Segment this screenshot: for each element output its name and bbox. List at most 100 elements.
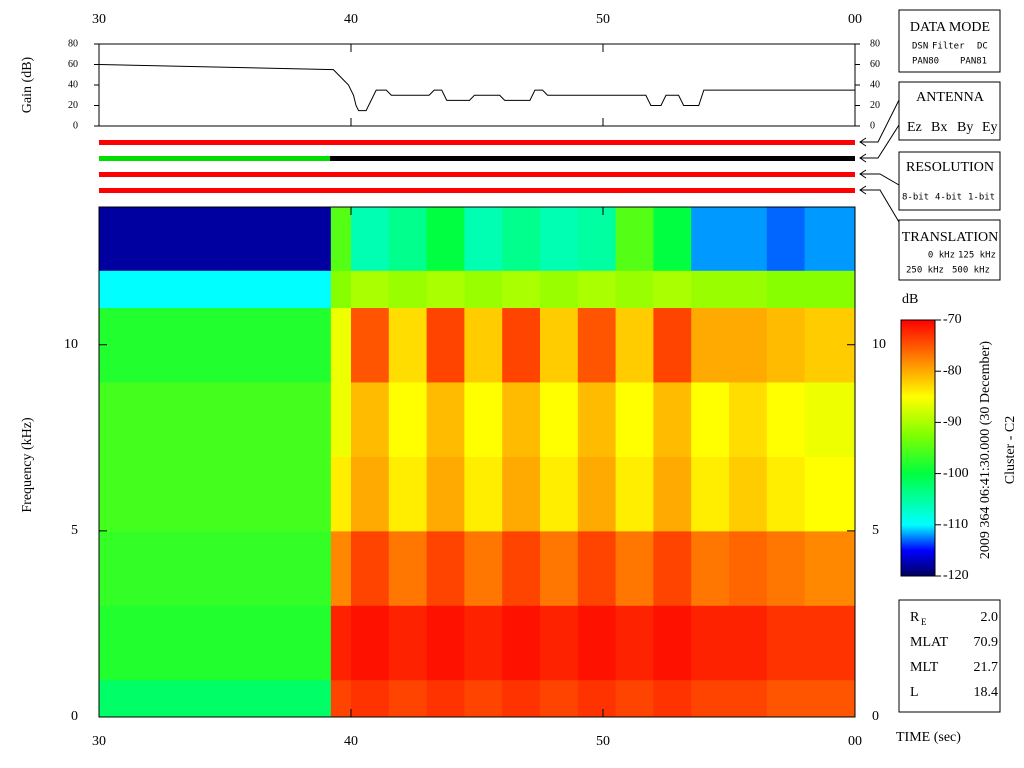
legend-item: 8-bit <box>902 193 929 203</box>
cell <box>766 679 806 718</box>
cell <box>766 270 806 309</box>
ephemeris-box <box>898 599 1001 713</box>
timestamp: 2009 364 06:41:30.000 (30 December) <box>978 341 993 559</box>
cell <box>426 679 465 718</box>
cell <box>388 307 428 383</box>
y-tick-label: 40 <box>870 79 880 90</box>
x-tick-label: 00 <box>848 12 862 27</box>
legend-item: Ez <box>907 120 922 135</box>
cell <box>691 530 730 606</box>
cell <box>729 381 768 457</box>
cell <box>577 679 617 718</box>
ephemeris-label: MLAT <box>910 635 949 650</box>
cell <box>577 530 617 606</box>
cell <box>577 381 617 457</box>
cell <box>804 456 856 532</box>
cell <box>653 605 692 681</box>
cell <box>330 456 352 532</box>
cell <box>330 530 352 606</box>
status-bar <box>99 156 330 161</box>
cell <box>766 381 806 457</box>
cell <box>653 456 692 532</box>
cell <box>464 270 503 309</box>
colorbar-ticks: -70 -80 -90 -100 -110 -120 <box>935 312 969 583</box>
cell <box>615 679 654 718</box>
cell <box>426 605 465 681</box>
cell <box>99 605 226 681</box>
cell <box>225 207 332 271</box>
cell <box>540 207 579 271</box>
legend-item: 500 kHz <box>952 266 990 276</box>
pointers <box>859 99 900 223</box>
cell <box>330 207 352 271</box>
y-tick-label: 60 <box>870 59 880 70</box>
cell <box>225 605 332 681</box>
legend-item: By <box>957 120 973 135</box>
cell <box>225 679 332 718</box>
ephemeris-value: 2.0 <box>981 610 999 625</box>
cell <box>351 605 390 681</box>
cell <box>502 307 541 383</box>
x-tick-label: 50 <box>596 734 610 749</box>
cell <box>426 270 465 309</box>
cell <box>351 679 390 718</box>
cell <box>615 456 654 532</box>
cell <box>615 307 654 383</box>
cell <box>804 207 856 271</box>
cell <box>464 381 503 457</box>
cell <box>502 456 541 532</box>
cell <box>99 270 226 309</box>
legend-item: PAN80 <box>912 57 939 67</box>
cell <box>388 207 428 271</box>
legend-item: 250 kHz <box>906 266 944 276</box>
legend-title: DATA MODE <box>910 20 990 35</box>
legend-box <box>898 219 1001 281</box>
cell <box>388 456 428 532</box>
ephemeris: R E 2.0 MLAT 70.9 MLT 21.7 L 18.4 <box>910 610 998 700</box>
cell <box>691 307 730 383</box>
cell <box>330 307 352 383</box>
ephemeris-subscript: E <box>921 617 927 627</box>
cell <box>464 679 503 718</box>
cell <box>351 456 390 532</box>
cell <box>330 679 352 718</box>
status-bar <box>99 172 855 177</box>
cell <box>729 605 768 681</box>
cell <box>729 307 768 383</box>
cell <box>225 456 332 532</box>
ephemeris-label: L <box>910 685 919 700</box>
gain-frame <box>98 43 856 127</box>
y-tick-label: 5 <box>71 523 78 538</box>
y-tick-label: 0 <box>870 120 875 131</box>
colorbar-tick-label: -80 <box>943 363 962 378</box>
cell <box>615 270 654 309</box>
legend-item: 1-bit <box>968 193 995 203</box>
ephemeris-value: 21.7 <box>974 660 999 675</box>
cell <box>330 605 352 681</box>
status-bar <box>99 140 855 145</box>
cell <box>99 456 226 532</box>
cell <box>766 307 806 383</box>
legend-title: TRANSLATION <box>902 230 998 245</box>
cell <box>426 207 465 271</box>
cell <box>729 207 768 271</box>
cell <box>351 530 390 606</box>
cell <box>615 530 654 606</box>
cell <box>225 530 332 606</box>
y-tick-label: 60 <box>68 59 78 70</box>
cell <box>330 270 352 309</box>
colorbar-title: dB <box>902 292 918 307</box>
cell <box>653 307 692 383</box>
cell <box>502 207 541 271</box>
x-axis-title: TIME (sec) <box>896 730 961 745</box>
ephemeris-label: MLT <box>910 660 939 675</box>
gain-line <box>98 64 855 112</box>
y-tick-label: 0 <box>872 709 879 724</box>
y-axis-title: Gain (dB) <box>20 56 35 113</box>
cell <box>804 381 856 457</box>
cell <box>804 530 856 606</box>
colorbar-tick-label: -100 <box>943 466 969 481</box>
cell <box>691 207 730 271</box>
